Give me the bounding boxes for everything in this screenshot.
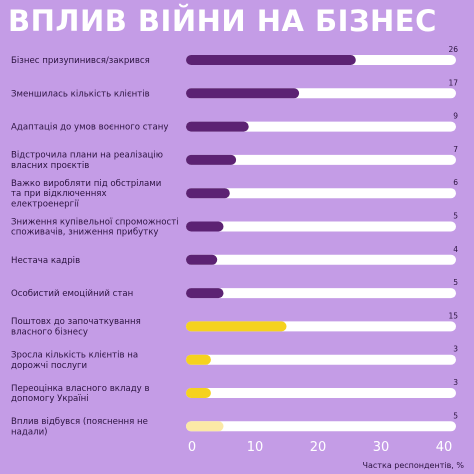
category-label: Вплив відбувся (пояснення не	[11, 417, 148, 427]
value-label: 5	[453, 212, 458, 221]
bar	[186, 88, 300, 99]
value-label: 4	[453, 245, 458, 254]
category-label: Важко виробляти під обстрілами	[11, 179, 161, 189]
bar	[186, 254, 218, 265]
category-label: Переоцінка власного вкладу в	[11, 384, 150, 394]
bar	[186, 388, 211, 398]
value-label: 3	[453, 345, 458, 354]
value-label: 7	[453, 145, 458, 154]
bar	[186, 154, 237, 165]
bar	[186, 221, 224, 232]
category-label: Бізнес призупинився/закрився	[11, 56, 150, 66]
category-label: Адаптація до умов воєнного стану	[11, 123, 168, 133]
value-label: 26	[448, 45, 458, 54]
value-label: 9	[453, 112, 458, 121]
bar	[186, 321, 287, 332]
category-label: та при відключеннях	[11, 189, 107, 199]
category-label: допомогу Україні	[11, 394, 89, 404]
bar-track	[186, 221, 456, 232]
category-label: Зросла кількість клієнтів на	[11, 351, 138, 361]
value-label: 5	[453, 278, 458, 287]
bar	[186, 354, 211, 365]
bar-track	[186, 388, 456, 398]
category-label: Поштовх до започаткування	[11, 317, 141, 327]
bar	[186, 55, 356, 65]
category-label: Особистий емоційний стан	[11, 289, 133, 299]
category-label: Зниження купівельної спроможності	[11, 217, 179, 227]
bar-track	[186, 288, 456, 299]
tick-label: 20	[310, 440, 327, 455]
bar-track	[186, 421, 456, 432]
category-label: власного бізнесу	[11, 328, 88, 338]
category-label: Нестача кадрів	[11, 256, 80, 266]
tick-label: 40	[436, 440, 453, 455]
bar	[186, 288, 224, 299]
category-label: споживачів, зниження прибутку	[11, 228, 159, 238]
bar-track	[186, 154, 456, 165]
category-label: дорожчі послуги	[11, 361, 87, 371]
category-label: надали)	[11, 428, 48, 438]
bar	[186, 188, 230, 199]
bar-track	[186, 121, 456, 132]
bar	[186, 121, 249, 132]
bar-track	[186, 354, 456, 365]
value-label: 15	[448, 311, 458, 320]
value-label: 5	[453, 411, 458, 420]
x-axis-title: Частка респондентів, %	[363, 461, 465, 470]
tick-label: 10	[247, 440, 264, 455]
value-label: 6	[453, 178, 458, 187]
tick-label: 0	[188, 440, 196, 455]
tick-label: 30	[373, 440, 390, 455]
chart-title: ВПЛИВ ВІЙНИ НА БІЗНЕС	[8, 4, 437, 38]
bar-track	[186, 188, 456, 199]
category-label: електроенергії	[11, 200, 80, 210]
category-label: Відстрочила плани на реалізацію	[11, 151, 163, 161]
category-label: власних проєктів	[11, 161, 89, 171]
value-label: 17	[448, 78, 458, 87]
category-label: Зменшилась кількість клієнтів	[11, 89, 150, 99]
bar-track	[186, 254, 456, 265]
value-label: 3	[453, 378, 458, 387]
bar	[186, 421, 224, 432]
